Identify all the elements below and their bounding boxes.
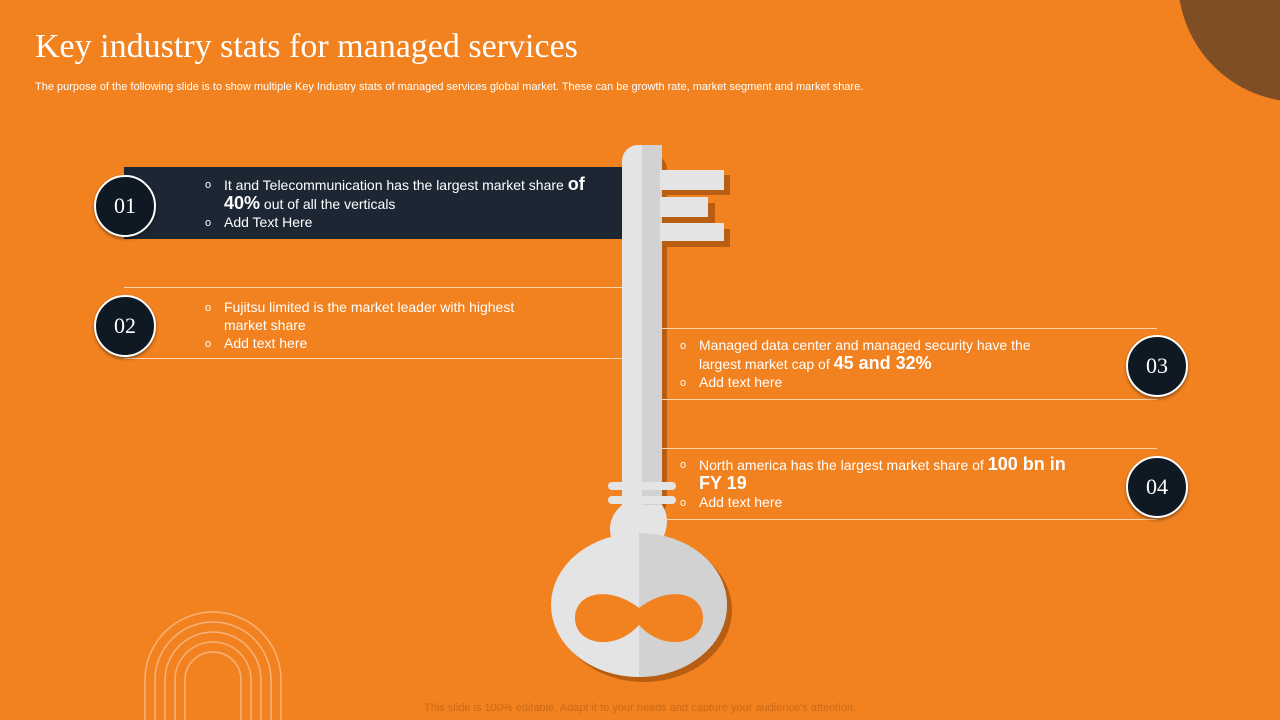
highlight: 100 bn in FY 19 [699, 454, 1066, 493]
bullet: Managed data center and managed security… [680, 336, 1060, 373]
info-text: Fujitsu limited is the market leader wit… [205, 298, 545, 353]
info-box [124, 287, 622, 359]
info-text: North america has the largest market sha… [680, 455, 1070, 512]
arches [144, 611, 282, 720]
bullet: Add text here [680, 373, 1060, 392]
number-badge: 04 [1126, 456, 1188, 518]
bullet-text: It and Telecommunication has the largest… [224, 177, 568, 193]
title: Key industry stats for managed services [35, 28, 578, 65]
bullet: It and Telecommunication has the largest… [205, 175, 605, 213]
number-badge: 03 [1126, 335, 1188, 397]
bullet-text: Fujitsu limited is the market leader wit… [224, 299, 515, 333]
bullet: North america has the largest market sha… [680, 455, 1070, 493]
corner-circle [1179, 0, 1280, 101]
bullet: Add text here [680, 493, 1070, 512]
info-text: Managed data center and managed security… [680, 336, 1060, 392]
bullet-text: Add text here [699, 494, 783, 510]
bullet: Fujitsu limited is the market leader wit… [205, 298, 545, 334]
highlight: of 40% [224, 174, 585, 213]
info-box [662, 448, 1157, 520]
key [551, 145, 732, 682]
info-box [662, 328, 1157, 400]
bullet-text: Managed data center and managed security… [699, 337, 1031, 372]
subtitle: The purpose of the following slide is to… [35, 81, 864, 93]
bullet: Add Text Here [205, 213, 605, 232]
bullet-text: out of all the verticals [260, 196, 396, 212]
footer: This slide is 100% editable. Adapt it to… [424, 702, 856, 714]
bullet-text: Add text here [224, 335, 308, 351]
bullet-text: North america has the largest market sha… [699, 457, 988, 473]
info-text: It and Telecommunication has the largest… [205, 175, 605, 232]
bullet-text: Add Text Here [224, 214, 313, 230]
number-badge: 02 [94, 295, 156, 357]
highlight: 45 and 32% [833, 353, 932, 373]
number-badge: 01 [94, 175, 156, 237]
bullet: Add text here [205, 334, 545, 353]
bullet-text: Add text here [699, 374, 783, 390]
